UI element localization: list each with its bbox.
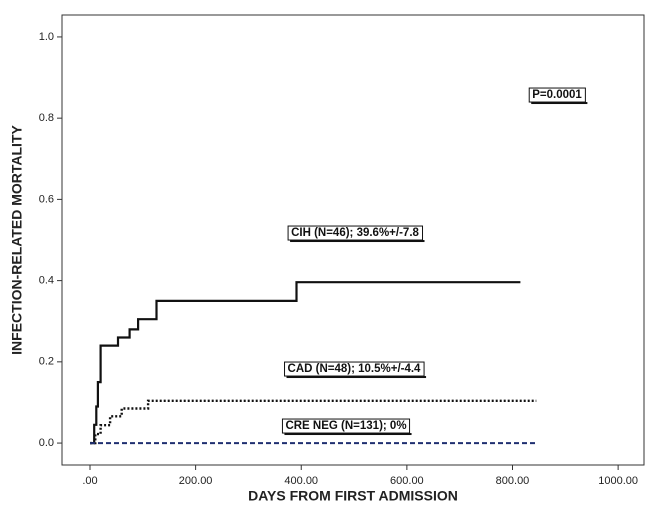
annotation: P=0.0001 [528, 87, 588, 105]
x-tick-label: 1000.00 [598, 475, 638, 487]
y-tick-label: 1.0 [39, 31, 54, 43]
annotation-text: P=0.0001 [532, 89, 582, 101]
annotation-shadow [531, 102, 588, 105]
annotation-shadow [286, 376, 427, 379]
x-axis-title: DAYS FROM FIRST ADMISSION [248, 488, 458, 504]
annotation-shadow [284, 433, 412, 436]
y-tick-label: 0.0 [39, 437, 54, 449]
annotation: CAD (N=48); 10.5%+/-4.4 [284, 361, 427, 379]
annotation: CRE NEG (N=131); 0% [281, 418, 412, 436]
annotation-shadow [290, 240, 425, 243]
annotation-text: CAD (N=48); 10.5%+/-4.4 [288, 363, 422, 375]
y-tick-label: 0.8 [39, 112, 54, 124]
y-tick-label: 0.2 [39, 356, 54, 368]
x-tick-label: 200.00 [179, 475, 213, 487]
y-tick-label: 0.6 [39, 193, 54, 205]
survival-line [90, 399, 537, 445]
annotation-text: CIH (N=46); 39.6%+/-7.8 [291, 227, 419, 239]
survival-line [90, 281, 521, 445]
x-tick-label: 600.00 [390, 475, 424, 487]
y-tick-label: 0.4 [39, 275, 54, 287]
x-tick-label: .00 [82, 475, 97, 487]
plot-frame [61, 14, 645, 466]
x-tick-label: 800.00 [496, 475, 530, 487]
annotation-text: CRE NEG (N=131); 0% [285, 420, 406, 432]
annotation: CIH (N=46); 39.6%+/-7.8 [287, 225, 425, 243]
y-axis-title: INFECTION-RELATED MORTALITY [9, 125, 25, 355]
x-tick-label: 400.00 [284, 475, 318, 487]
